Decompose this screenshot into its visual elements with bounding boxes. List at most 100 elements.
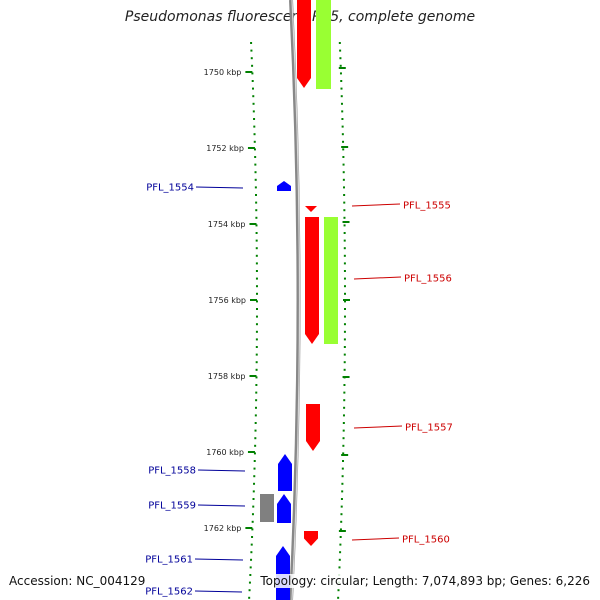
- right-major-tick: [342, 221, 350, 223]
- features-layer: [260, 0, 338, 600]
- left-tick-dot: [251, 528, 254, 531]
- right-tick-dot: [343, 399, 346, 402]
- right-tick-dot: [343, 194, 346, 196]
- left-tick-dot: [253, 133, 256, 136]
- gene-arrow-reverse[interactable]: [305, 217, 319, 344]
- right-tick-dot: [341, 118, 344, 120]
- gene-label[interactable]: PFL_1560: [402, 535, 450, 546]
- right-tick-dot: [341, 475, 344, 478]
- left-tick-dot: [252, 498, 255, 500]
- left-tick-dot: [255, 277, 258, 280]
- gene-label-leader: [194, 558, 244, 561]
- right-tick-dot: [343, 315, 346, 318]
- gene-arrow-forward[interactable]: [276, 546, 290, 600]
- left-tick-dot: [254, 444, 257, 447]
- ruler-tick-label: 1754 kbp: [208, 220, 246, 229]
- right-tick-dot: [343, 384, 346, 386]
- right-tick-dot: [338, 42, 341, 44]
- right-tick-dot: [343, 285, 346, 288]
- left-tick-dot: [253, 467, 256, 470]
- gene-label-leader: [353, 276, 402, 280]
- gene-label[interactable]: PFL_1554: [146, 183, 194, 194]
- ruler-major-tick: [250, 299, 257, 301]
- right-tick-dot: [339, 551, 342, 554]
- right-tick-dot: [342, 444, 345, 447]
- gene-arrow-forward[interactable]: [277, 494, 291, 523]
- left-tick-dot: [251, 520, 254, 523]
- left-tick-dot: [253, 140, 256, 143]
- gene-label[interactable]: PFL_1556: [404, 274, 452, 285]
- left-tick-dot: [255, 315, 258, 318]
- left-tick-dot: [254, 156, 257, 158]
- left-tick-dot: [252, 110, 255, 113]
- ruler-layer: 1750 kbp 1752 kbp 1754 kbp 1756 kbp 1758 kbp…: [204, 68, 257, 533]
- right-tick-dot: [343, 201, 346, 204]
- left-tick-dot: [250, 558, 253, 561]
- gene-label-leader: [195, 186, 244, 189]
- left-tick-dot: [255, 346, 258, 348]
- left-tick-dot: [255, 330, 258, 333]
- genome-backbone: [289, 0, 301, 600]
- right-tick-dot: [340, 95, 343, 98]
- cds-bar[interactable]: [324, 217, 338, 344]
- right-tick-dot: [341, 490, 344, 493]
- left-tick-dot: [255, 254, 258, 257]
- right-tick-dot: [339, 72, 342, 75]
- right-tick-dot: [343, 330, 346, 333]
- gene-label[interactable]: PFL_1555: [403, 201, 451, 212]
- cds-bar[interactable]: [316, 0, 331, 89]
- right-tick-dot: [340, 87, 343, 90]
- gene-label-leader: [351, 537, 400, 541]
- accession-text: Accession: NC_004129: [9, 574, 146, 588]
- right-tick-dot: [342, 414, 345, 417]
- right-tick-dot: [342, 156, 345, 158]
- left-tick-dot: [254, 429, 257, 432]
- left-tick-dot: [255, 232, 258, 234]
- gene-label[interactable]: PFL_1562: [145, 587, 193, 598]
- gene-arrow-reverse[interactable]: [304, 531, 318, 546]
- right-tick-dot: [343, 209, 346, 212]
- genome-backbone-highlight: [291, 0, 301, 600]
- gene-arrow-forward[interactable]: [278, 454, 292, 491]
- gene-arrow-reverse[interactable]: [297, 0, 311, 88]
- gene-label[interactable]: PFL_1559: [148, 501, 196, 512]
- left-tick-dot: [251, 513, 254, 516]
- genome-summary-text: Topology: circular; Length: 7,074,893 bp…: [260, 574, 590, 588]
- right-tick-dot: [343, 277, 346, 280]
- feature-block-other[interactable]: [260, 494, 274, 522]
- right-major-tick: [341, 454, 349, 456]
- gene-label[interactable]: PFL_1557: [405, 423, 453, 434]
- left-tick-dot: [255, 338, 258, 341]
- left-tick-dot: [255, 201, 258, 204]
- right-tick-dot: [342, 422, 345, 424]
- tick-dots-layer: [248, 42, 350, 599]
- gene-arrow-forward[interactable]: [277, 181, 291, 191]
- left-tick-dot: [255, 262, 258, 265]
- left-tick-dot: [248, 596, 251, 599]
- right-tick-dot: [343, 254, 346, 257]
- gene-arrow-reverse[interactable]: [305, 206, 317, 212]
- left-tick-dot: [251, 64, 254, 67]
- gene-label[interactable]: PFL_1558: [148, 466, 196, 477]
- right-tick-dot: [343, 270, 346, 272]
- right-tick-dot: [341, 125, 344, 128]
- right-major-tick: [342, 376, 350, 378]
- right-tick-dot: [340, 513, 343, 516]
- left-tick-dot: [250, 57, 253, 60]
- right-tick-dot: [337, 589, 340, 592]
- gene-label-leader: [351, 203, 401, 207]
- left-tick-dot: [255, 239, 258, 242]
- right-tick-dot: [342, 140, 345, 143]
- gene-arrow-reverse[interactable]: [306, 404, 320, 451]
- left-tick-dot: [254, 414, 257, 417]
- left-tick-dot: [255, 384, 258, 386]
- gene-label[interactable]: PFL_1561: [145, 555, 193, 566]
- ruler-major-tick: [245, 71, 253, 73]
- right-tick-dot: [339, 57, 342, 60]
- left-tick-dot: [251, 536, 254, 538]
- left-tick-dot: [252, 102, 255, 105]
- right-tick-dot: [338, 566, 341, 569]
- left-tick-dot: [250, 543, 253, 546]
- right-tick-dot: [340, 498, 343, 500]
